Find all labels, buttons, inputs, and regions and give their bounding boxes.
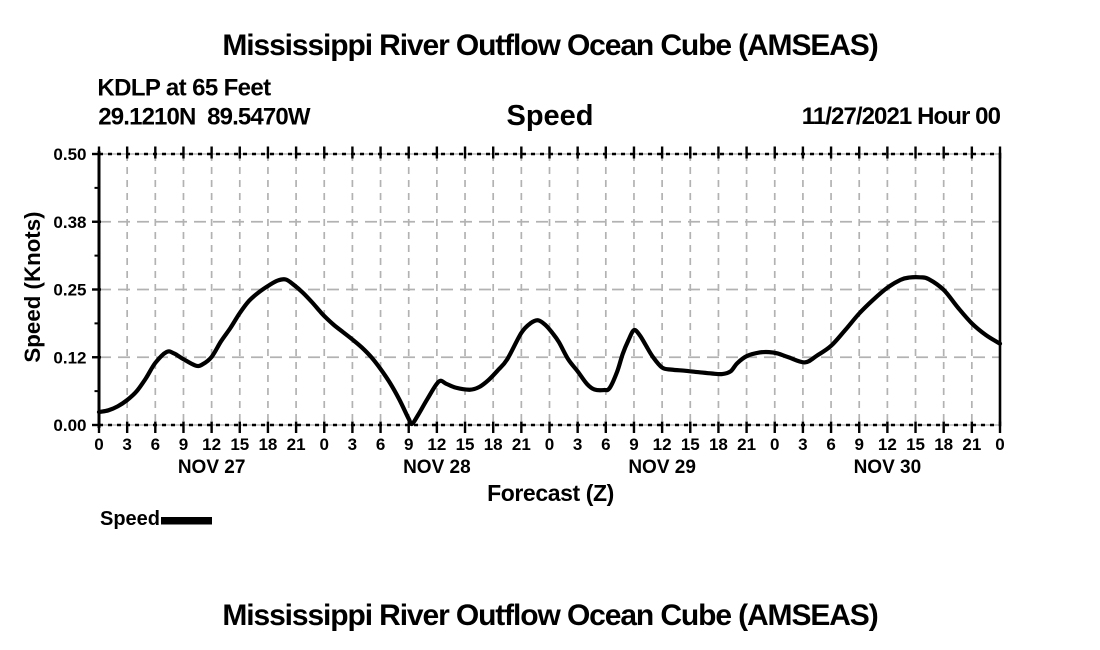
svg-text:12: 12 [653,435,672,454]
svg-text:0: 0 [545,435,554,454]
svg-text:11/27/2021 Hour 00: 11/27/2021 Hour 00 [802,103,1001,130]
svg-text:15: 15 [456,435,475,454]
svg-text:Mississippi River Outflow Ocea: Mississippi River Outflow Ocean Cube (AM… [222,29,877,62]
svg-text:0.38: 0.38 [53,213,86,232]
svg-text:15: 15 [681,435,700,454]
svg-text:Speed (Knots): Speed (Knots) [20,211,45,362]
svg-text:Forecast (Z): Forecast (Z) [487,480,614,506]
svg-text:18: 18 [934,435,953,454]
svg-text:18: 18 [484,435,503,454]
svg-text:21: 21 [737,435,756,454]
svg-text:0.00: 0.00 [53,416,86,435]
svg-text:6: 6 [151,435,160,454]
svg-text:3: 3 [798,435,807,454]
svg-text:12: 12 [427,435,446,454]
svg-text:18: 18 [709,435,728,454]
svg-text:Speed: Speed [506,100,593,132]
svg-text:Speed: Speed [100,508,160,530]
svg-text:12: 12 [878,435,897,454]
svg-text:29.1210N 89.5470W: 29.1210N 89.5470W [98,104,311,131]
svg-text:21: 21 [512,435,531,454]
svg-text:0: 0 [770,435,779,454]
svg-text:0: 0 [320,435,329,454]
svg-text:0.12: 0.12 [53,348,86,367]
svg-text:9: 9 [629,435,638,454]
svg-text:18: 18 [258,435,277,454]
svg-text:0.25: 0.25 [53,281,86,300]
svg-text:15: 15 [906,435,925,454]
svg-text:NOV 30: NOV 30 [854,457,922,478]
svg-text:6: 6 [601,435,610,454]
svg-text:3: 3 [573,435,582,454]
svg-text:21: 21 [962,435,981,454]
svg-text:15: 15 [230,435,249,454]
svg-text:NOV 28: NOV 28 [403,457,471,478]
svg-text:9: 9 [179,435,188,454]
svg-text:9: 9 [854,435,863,454]
svg-text:NOV 29: NOV 29 [628,457,696,478]
svg-text:Mississippi River Outflow Ocea: Mississippi River Outflow Ocean Cube (AM… [222,599,877,632]
svg-text:12: 12 [202,435,221,454]
svg-text:6: 6 [376,435,385,454]
svg-text:0.50: 0.50 [53,145,86,164]
svg-text:0: 0 [94,435,103,454]
svg-text:3: 3 [122,435,131,454]
svg-text:3: 3 [348,435,357,454]
svg-text:6: 6 [826,435,835,454]
svg-text:21: 21 [287,435,306,454]
svg-text:0: 0 [995,435,1004,454]
svg-text:9: 9 [404,435,413,454]
svg-text:NOV 27: NOV 27 [178,457,246,478]
svg-text:KDLP at 65 Feet: KDLP at 65 Feet [97,75,271,102]
